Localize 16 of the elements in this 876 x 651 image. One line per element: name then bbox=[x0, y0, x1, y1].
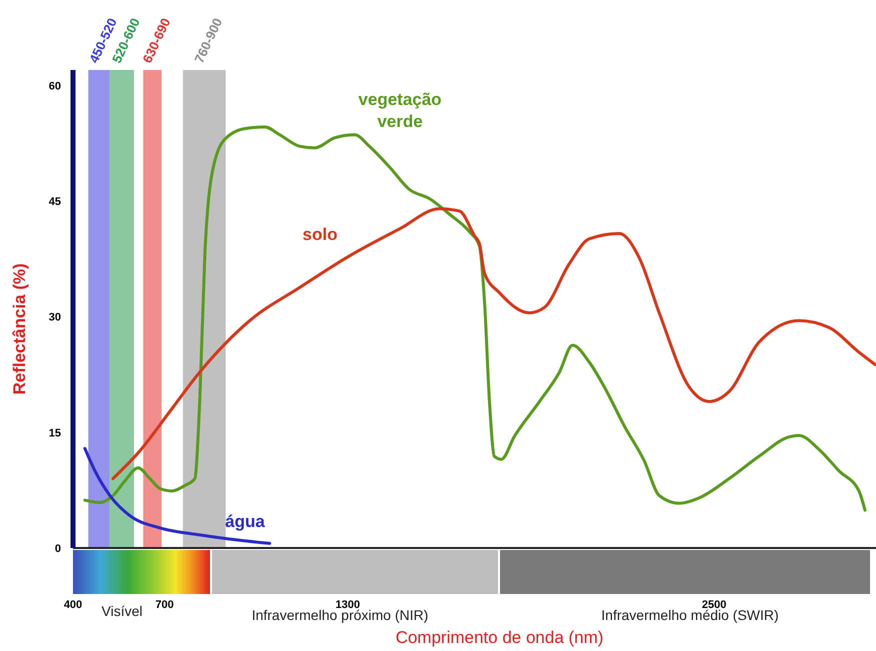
y-tick-label: 15 bbox=[48, 427, 61, 440]
series-label: solo bbox=[302, 225, 338, 244]
x-tick-label: 700 bbox=[155, 599, 174, 611]
y-tick-label: 60 bbox=[48, 80, 61, 92]
y-axis-title: Reflectância (%) bbox=[10, 263, 29, 395]
line-series bbox=[83, 447, 272, 545]
series-label: vegetação verde bbox=[358, 90, 442, 131]
x-axis-title: Comprimento de onda (nm) bbox=[396, 628, 604, 647]
x-tick-label: 400 bbox=[64, 599, 82, 611]
y-tick-label: 30 bbox=[48, 312, 61, 324]
y-tick-label: 0 bbox=[54, 543, 61, 555]
line-series bbox=[111, 207, 876, 480]
y-tick-label: 45 bbox=[48, 196, 61, 208]
text: Visível bbox=[102, 603, 142, 619]
line-series bbox=[83, 126, 867, 512]
series-label: água bbox=[225, 512, 266, 531]
